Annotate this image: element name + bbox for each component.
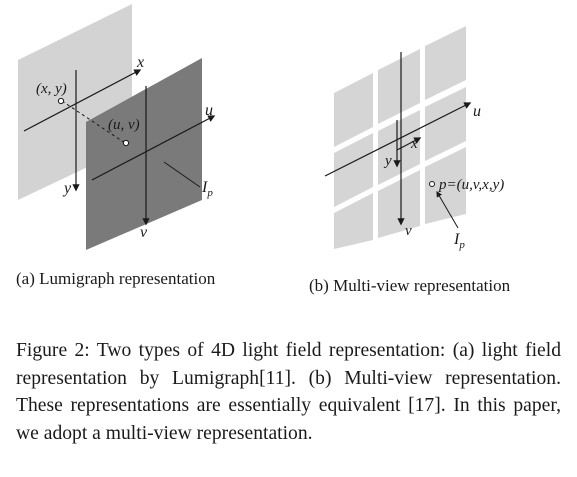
label-ip: Ip [201,179,213,199]
label-y: y [62,180,72,197]
tile [378,170,420,238]
b-label-p: p=(u,v,x,y) [438,177,504,193]
tile [378,49,420,124]
ip-pointer [163,161,201,188]
b-label-y: y [383,153,392,169]
b-x-axis [396,137,422,151]
b-ip-arrow [436,190,459,229]
label-x: x [136,54,144,71]
xy-point [57,97,65,105]
panel-a-lumigraph: x u y v (x, y) (u, v) Ip [18,4,216,250]
b-label-x: x [410,136,418,152]
view-tiles [334,26,466,249]
u-axis [91,115,216,181]
label-uv: (u, v) [108,117,140,133]
tile [334,73,373,147]
uv-point [122,139,130,147]
p-point [429,181,435,187]
subcaption-a: (a) Lumigraph representation [16,269,216,288]
panel-b-multiview: u x y v p=(u,v,x,y) Ip [324,26,504,251]
tile [334,193,373,249]
subcaption-b: (b) Multi-view representation [309,276,511,295]
front-plane [86,58,202,250]
figure-caption: Figure 2: Two types of 4D light field re… [16,340,561,444]
label-v: v [140,224,148,241]
ray [61,100,126,144]
tile [425,147,466,224]
b-label-v: v [405,223,412,239]
x-axis [23,69,142,132]
b-label-u: u [473,103,481,120]
b-label-ip: Ip [453,231,465,251]
tile [425,26,466,100]
label-u: u [205,102,213,119]
label-xy: (x, y) [36,81,67,97]
tile [378,110,420,185]
figure-illustration: x u y v (x, y) (u, v) Ip [18,4,504,251]
tile [334,133,373,207]
tile [425,87,466,161]
